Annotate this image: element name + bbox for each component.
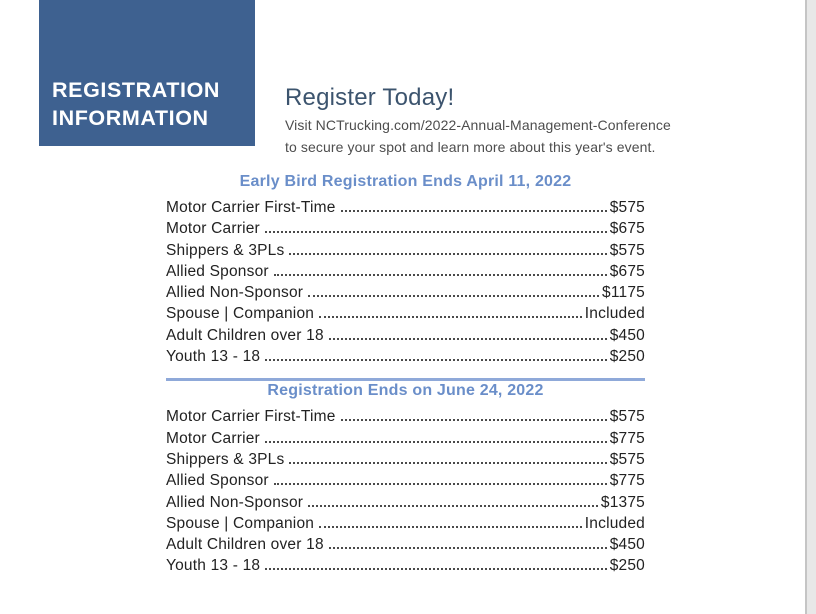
registration-information-banner: REGISTRATION INFORMATION	[39, 0, 255, 146]
price-row-value: $775	[609, 429, 645, 447]
price-row-value: $575	[609, 241, 645, 259]
price-row-value: Included	[584, 305, 645, 323]
price-row: Adult Children over 18 $450	[166, 327, 645, 348]
price-row-value: $250	[609, 348, 645, 366]
register-today-title: Register Today!	[285, 84, 455, 111]
price-row-label: Shippers & 3PLs	[166, 450, 285, 468]
price-row-value: $575	[609, 199, 645, 216]
price-row-value: $775	[609, 472, 645, 490]
price-row: Motor Carrier $775	[166, 430, 645, 451]
price-row: Youth 13 - 18 $250	[166, 348, 645, 369]
dotted-leader	[264, 231, 607, 234]
price-section: Early Bird Registration Ends April 11, 2…	[166, 172, 645, 369]
dotted-leader	[319, 316, 582, 319]
price-row-value: $1375	[600, 493, 645, 511]
price-row-label: Allied Non-Sponsor	[166, 284, 304, 302]
register-today-header: Register Today! Visit NCTrucking.com/202…	[285, 84, 705, 158]
price-row: Adult Children over 18 $450	[166, 536, 645, 557]
dotted-leader	[308, 504, 598, 507]
section-divider	[166, 378, 645, 382]
price-row-label: Spouse | Companion	[166, 305, 315, 323]
price-row-value: $1175	[602, 284, 645, 302]
price-row-label: Shippers & 3PLs	[166, 241, 285, 259]
dotted-leader	[308, 295, 600, 298]
price-row-label: Motor Carrier First-Time	[166, 408, 336, 426]
price-row-value: $575	[609, 450, 645, 468]
price-row: Allied Sponsor $775	[166, 472, 645, 493]
dotted-leader	[264, 440, 607, 443]
price-row: Motor Carrier First-Time $575	[166, 408, 645, 429]
price-row: Shippers & 3PLs $575	[166, 242, 645, 263]
banner-line-2: INFORMATION	[52, 106, 209, 130]
price-row-value: $575	[609, 408, 645, 426]
price-row: Shippers & 3PLs $575	[166, 451, 645, 472]
dotted-leader	[328, 547, 607, 550]
price-row-value: Included	[584, 514, 645, 532]
price-row-label: Allied Non-Sponsor	[166, 493, 304, 511]
price-row: Allied Non-Sponsor $1375	[166, 494, 645, 515]
price-row: Spouse | Companion Included	[166, 305, 645, 326]
dotted-leader	[273, 273, 607, 276]
price-row: Allied Sponsor $675	[166, 263, 645, 284]
price-row-label: Youth 13 - 18	[166, 348, 261, 366]
price-row: Motor Carrier First-Time $575	[166, 199, 645, 220]
right-scrollbar-track[interactable]	[805, 0, 816, 614]
register-today-body-line-2: to secure your spot and learn more about…	[285, 138, 656, 155]
price-row-label: Youth 13 - 18	[166, 557, 261, 575]
price-row: Allied Non-Sponsor $1175	[166, 284, 645, 305]
price-row-value: $675	[609, 262, 645, 280]
price-row-label: Adult Children over 18	[166, 326, 324, 344]
price-row: Motor Carrier $675	[166, 220, 645, 241]
price-row-label: Allied Sponsor	[166, 262, 269, 280]
dotted-leader	[265, 359, 607, 362]
section-heading: Early Bird Registration Ends April 11, 2…	[239, 173, 572, 190]
price-section: Registration Ends on June 24, 2022 Motor …	[166, 381, 645, 578]
price-row-label: Spouse | Companion	[166, 514, 315, 532]
dotted-leader	[340, 210, 607, 212]
dotted-leader	[328, 337, 607, 340]
price-row-value: $450	[609, 326, 645, 344]
section-heading: Registration Ends on June 24, 2022	[267, 382, 544, 400]
price-row-label: Motor Carrier First-Time	[166, 199, 336, 216]
price-row-value: $250	[609, 557, 645, 575]
banner-line-1: REGISTRATION	[52, 78, 221, 102]
dotted-leader	[289, 461, 607, 464]
dotted-leader	[289, 252, 607, 255]
price-row-label: Allied Sponsor	[166, 472, 269, 490]
register-today-body: Visit NCTrucking.com/2022-Annual-Managem…	[285, 115, 705, 158]
register-today-body-line-1: Visit NCTrucking.com/2022-Annual-Managem…	[285, 117, 671, 133]
price-row: Youth 13 - 18 $250	[166, 557, 645, 578]
dotted-leader	[273, 483, 607, 486]
price-row: Spouse | Companion Included	[166, 515, 645, 536]
price-row-value: $675	[609, 220, 645, 238]
dotted-leader	[265, 568, 607, 571]
price-row-label: Motor Carrier	[166, 220, 260, 238]
price-sections: Early Bird Registration Ends April 11, 2…	[166, 172, 645, 579]
price-row-label: Motor Carrier	[166, 429, 260, 447]
dotted-leader	[319, 525, 582, 528]
dotted-leader	[340, 419, 607, 422]
price-row-value: $450	[609, 536, 645, 554]
price-row-label: Adult Children over 18	[166, 536, 324, 554]
